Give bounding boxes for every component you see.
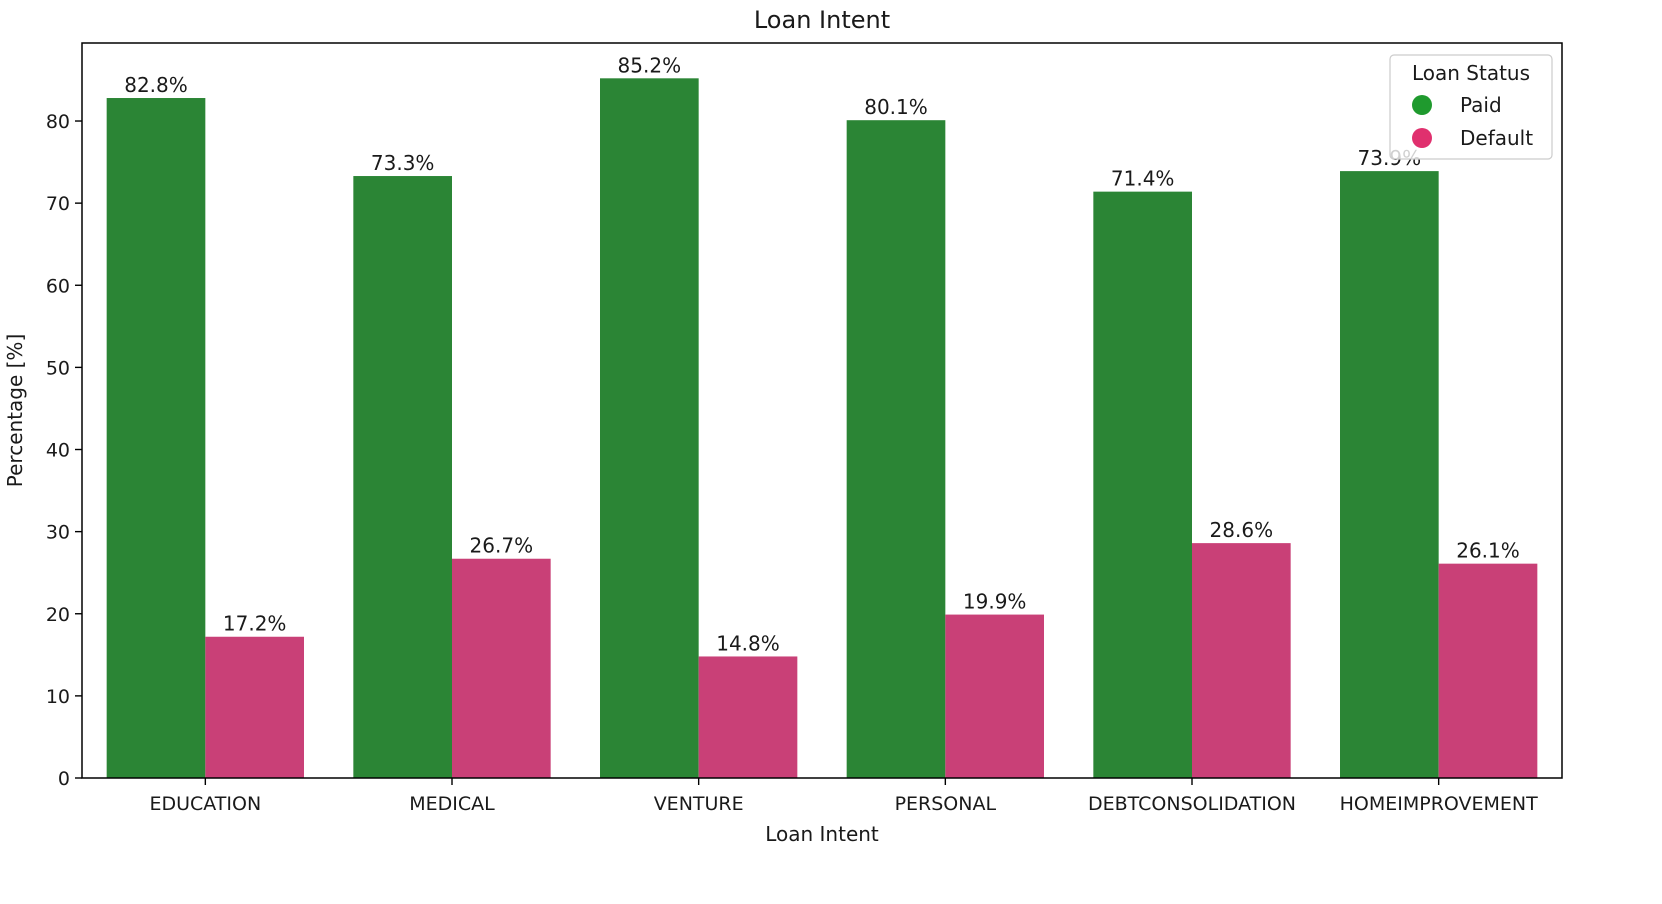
y-tick-label: 40 (46, 440, 70, 462)
bar-label: 19.9% (963, 590, 1027, 614)
bar-default-homeimprovement (1438, 563, 1538, 778)
x-axis-label: Loan Intent (765, 822, 879, 846)
bar-label: 73.3% (371, 151, 435, 175)
bar-paid-homeimprovement (1340, 171, 1439, 779)
x-tick-label: DEBTCONSOLIDATION (1088, 793, 1296, 815)
legend-marker-default (1412, 128, 1432, 148)
bar-default-personal (945, 614, 1044, 778)
bar-label: 26.1% (1456, 539, 1520, 563)
bar-paid-education (106, 98, 206, 779)
bar-default-education (205, 636, 304, 778)
bar-label: 28.6% (1210, 518, 1274, 542)
bar-paid-personal (846, 120, 946, 778)
bar-default-medical (452, 558, 551, 778)
y-tick-label: 10 (46, 686, 70, 708)
y-tick-label: 0 (58, 768, 70, 790)
x-tick-label: HOMEIMPROVEMENT (1340, 793, 1539, 815)
bar-paid-medical (353, 176, 452, 778)
y-tick-label: 50 (46, 357, 70, 379)
y-tick-label: 20 (46, 604, 70, 626)
bar-label: 82.8% (124, 73, 188, 97)
legend-label-default: Default (1460, 126, 1533, 150)
bar-label: 71.4% (1111, 167, 1175, 191)
x-tick-label: EDUCATION (149, 793, 261, 815)
legend: Loan Status Paid Default (1389, 54, 1553, 160)
legend-title: Loan Status (1412, 61, 1530, 85)
legend-marker-paid (1412, 95, 1432, 115)
y-tick-label: 70 (46, 193, 70, 215)
x-ticks: EDUCATION MEDICAL VENTURE PERSONAL DEBTCONSO… (149, 778, 1538, 815)
y-tick-label: 60 (46, 275, 70, 297)
bar-default-debtconsolidation (1192, 543, 1291, 778)
x-tick-label: PERSONAL (895, 793, 997, 815)
bar-default-venture (698, 656, 798, 778)
y-ticks: 0 10 20 30 40 50 60 70 80 (46, 111, 82, 790)
bar-label: 80.1% (864, 95, 928, 119)
chart-title: Loan Intent (754, 6, 890, 34)
y-tick-label: 30 (46, 522, 70, 544)
bars-group: 82.8% 17.2% 73.3% 26.7% 85.2% 14.8% 80.1% 19.9%… (106, 53, 1538, 779)
bar-label: 14.8% (716, 631, 780, 655)
bar-paid-debtconsolidation (1093, 191, 1192, 778)
y-axis-label: Percentage [%] (3, 334, 27, 487)
x-tick-label: VENTURE (654, 793, 744, 815)
legend-label-paid: Paid (1460, 93, 1502, 117)
bar-label: 26.7% (470, 534, 534, 558)
bar-label: 85.2% (618, 53, 682, 77)
y-tick-label: 80 (46, 111, 70, 133)
bar-label: 17.2% (223, 612, 287, 636)
bar-paid-venture (600, 78, 699, 778)
plot-frame (81, 42, 1563, 779)
x-tick-label: MEDICAL (409, 793, 495, 815)
